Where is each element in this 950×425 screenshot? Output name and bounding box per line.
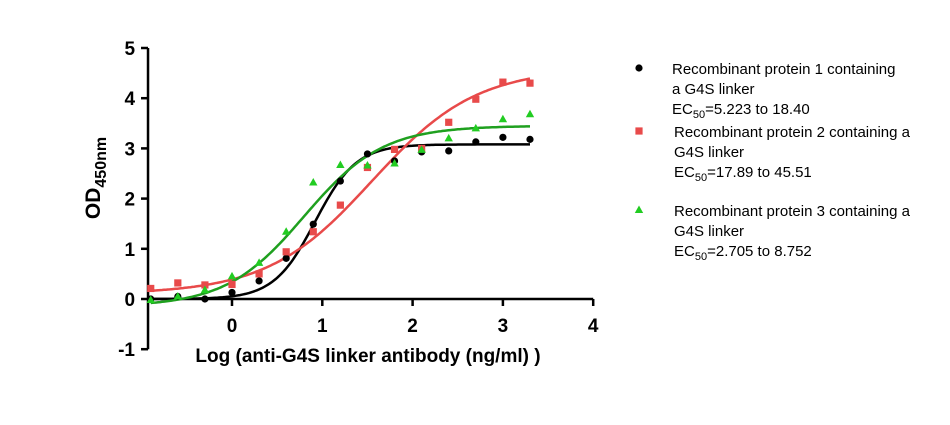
legend-ec50: EC50=2.705 to 8.752 xyxy=(674,243,812,263)
fit-curve-series-2 xyxy=(150,77,531,292)
data-point-series-3 xyxy=(498,114,508,123)
data-point-series-2 xyxy=(282,248,290,256)
data-point-series-3 xyxy=(336,160,345,168)
data-point-series-3 xyxy=(525,109,535,118)
legend-ec50: EC50=17.89 to 45.51 xyxy=(674,164,812,184)
x-axis-label: Log (anti-G4S linker antibody (ng/ml) ) xyxy=(195,346,540,367)
y-tick-label: -1 xyxy=(118,340,135,361)
data-point-series-3 xyxy=(254,258,264,266)
fit-curve-series-3 xyxy=(150,125,530,305)
data-point-series-1 xyxy=(336,177,344,185)
legend-item-3: Recombinant protein 3 containing a G4S li… xyxy=(634,203,911,263)
data-point-series-1 xyxy=(228,288,236,297)
x-tick-label: 4 xyxy=(588,316,599,337)
x-tick-label: 1 xyxy=(317,316,328,337)
data-point-series-2 xyxy=(174,279,182,287)
y-tick-label: 2 xyxy=(124,190,135,211)
data-point-series-2 xyxy=(228,280,236,289)
data-point-series-2 xyxy=(390,145,399,154)
legend-label-line: a G4S linker xyxy=(672,81,755,98)
y-axis-label-main: OD xyxy=(82,188,105,220)
y-tick-label: 0 xyxy=(124,290,135,311)
y-tick-label: 5 xyxy=(124,39,135,60)
fit-curves xyxy=(150,77,531,305)
data-point-series-3 xyxy=(363,160,372,169)
data-point-series-2 xyxy=(472,95,480,103)
y-tick-label: 3 xyxy=(124,139,135,160)
legend-marker-3 xyxy=(634,205,644,213)
y-tick-label: 1 xyxy=(124,240,135,261)
data-point-series-2 xyxy=(147,284,155,293)
data-point-series-1 xyxy=(526,135,534,143)
data-point-series-1 xyxy=(201,295,209,303)
data-point-series-3 xyxy=(444,133,453,142)
legend-label-line: Recombinant protein 2 containing a xyxy=(674,124,911,141)
data-point-series-2 xyxy=(336,201,344,209)
data-point-series-2 xyxy=(445,118,453,126)
x-tick-label: 2 xyxy=(407,316,418,337)
data-point-series-3 xyxy=(390,158,399,167)
data-point-series-3 xyxy=(417,145,426,153)
data-points xyxy=(146,78,535,304)
svg-text:OD450nm: OD450nm xyxy=(82,137,110,219)
data-point-series-2 xyxy=(201,281,209,289)
data-point-series-1 xyxy=(472,138,480,146)
legend-ec50: EC50=5.223 to 18.40 xyxy=(672,101,810,121)
data-point-series-1 xyxy=(282,254,290,262)
data-point-series-1 xyxy=(363,150,372,158)
x-tick-label: 3 xyxy=(498,316,509,337)
legend-marker-1 xyxy=(635,64,643,72)
data-point-series-3 xyxy=(200,285,210,293)
legend-item-2: Recombinant protein 2 containing a G4S li… xyxy=(635,124,911,184)
legend: Recombinant protein 1 containing a G4S li… xyxy=(634,61,911,263)
data-point-series-3 xyxy=(309,178,318,186)
legend-label-line: G4S linker xyxy=(674,144,744,161)
y-axis-label: OD450nm xyxy=(82,137,110,219)
data-point-series-3 xyxy=(173,291,183,300)
data-point-series-2 xyxy=(526,79,534,87)
legend-label-line: Recombinant protein 1 containing xyxy=(672,61,895,78)
x-tick-label: 0 xyxy=(227,316,238,337)
data-point-series-3 xyxy=(281,227,291,235)
y-axis-label-sub: 450nm xyxy=(93,137,110,188)
data-point-series-3 xyxy=(227,271,237,280)
legend-label-line: Recombinant protein 3 containing a xyxy=(674,203,911,220)
data-point-series-1 xyxy=(309,220,317,228)
data-point-series-1 xyxy=(255,277,263,285)
data-point-series-2 xyxy=(499,78,507,86)
data-point-series-2 xyxy=(255,270,263,278)
legend-item-1: Recombinant protein 1 containing a G4S li… xyxy=(635,61,895,121)
legend-marker-2 xyxy=(635,127,643,135)
data-point-series-3 xyxy=(471,123,481,132)
data-point-series-2 xyxy=(309,228,317,236)
data-point-series-3 xyxy=(146,295,155,304)
data-point-series-1 xyxy=(445,147,453,155)
axes: -1 0 1 2 3 4 5 0 1 2 3 4 xyxy=(118,39,599,361)
legend-label-line: G4S linker xyxy=(674,223,744,240)
y-tick-label: 4 xyxy=(124,89,135,110)
data-point-series-1 xyxy=(499,133,507,141)
